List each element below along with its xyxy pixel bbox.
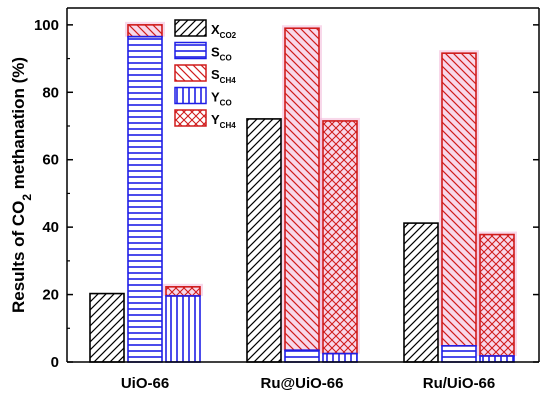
- legend-swatch-S_CH4: [174, 64, 207, 82]
- bar-S_CH4: [127, 24, 163, 38]
- bar-S_CH4: [441, 52, 477, 347]
- legend: XCO2 SCO SCH4 YCO YCH4: [174, 19, 237, 130]
- axes-layer: 0 20 40 60 80 100 UiO-66 Ru@UiO-66 Ru/UiO-66 Resu…: [9, 7, 540, 392]
- y-tick-label: 60: [42, 152, 59, 169]
- legend-label-X_CO2: XCO2: [211, 22, 237, 40]
- bar-X_CO2: [403, 222, 439, 363]
- y-tick-label: 0: [51, 354, 59, 371]
- bar-S_CO: [284, 349, 320, 363]
- bar-X_CO2: [89, 292, 125, 363]
- legend-swatch-S_CO: [174, 41, 207, 60]
- x-tick-label: Ru/UiO-66: [423, 375, 496, 392]
- legend-swatch-Y_CO: [174, 86, 207, 105]
- legend-label-S_CH4: SCH4: [211, 67, 236, 85]
- bar-S_CO: [441, 345, 477, 363]
- legend-swatch-X_CO2: [174, 19, 207, 37]
- x-tick-label: Ru@UiO-66: [261, 375, 344, 392]
- bar-Y_CH4: [165, 286, 201, 297]
- bar-S_CH4: [284, 27, 320, 352]
- bar-Y_CH4: [479, 233, 515, 357]
- x-tick-label: UiO-66: [121, 375, 169, 392]
- legend-swatch-Y_CH4: [174, 109, 207, 127]
- bar-Y_CH4: [322, 120, 358, 355]
- bar-Y_CO: [322, 352, 358, 363]
- bar-S_CO: [127, 35, 163, 363]
- legend-label-Y_CH4: YCH4: [211, 112, 236, 130]
- y-tick-label: 80: [42, 84, 59, 101]
- y-tick-label: 40: [42, 219, 59, 236]
- bar-X_CO2: [246, 118, 282, 363]
- legend-label-S_CO: SCO: [211, 45, 232, 63]
- bar-Y_CO: [165, 295, 201, 363]
- y-tick-label: 20: [42, 287, 59, 304]
- y-axis-label: Results of CO2 methanation (%): [9, 57, 34, 313]
- y-tick-label: 100: [34, 17, 59, 34]
- legend-label-Y_CO: YCO: [211, 90, 232, 108]
- bar-Y_CO: [479, 355, 515, 363]
- bars-layer: [89, 21, 517, 363]
